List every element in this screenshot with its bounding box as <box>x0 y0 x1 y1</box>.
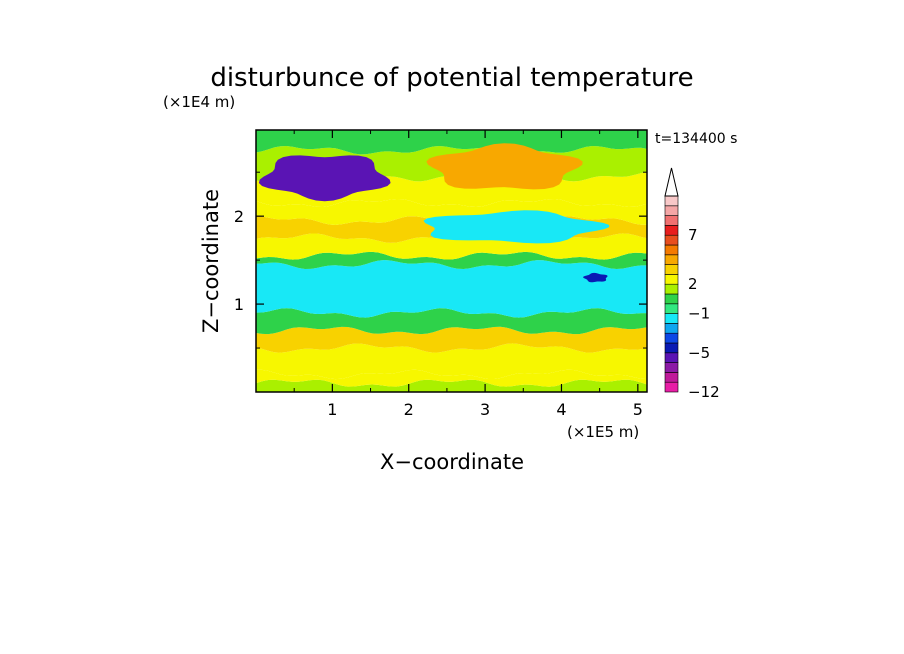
colorbar-extend-arrow <box>664 167 679 197</box>
colorbar-swatch <box>664 225 679 236</box>
time-label: t=134400 s <box>655 131 737 147</box>
y-tick-label: 1 <box>234 295 244 314</box>
field-band <box>256 369 647 387</box>
plot-frame <box>255 129 648 393</box>
field-band <box>256 130 647 155</box>
colorbar-label: 2 <box>688 275 698 293</box>
field-band <box>256 308 647 335</box>
colorbar-swatch <box>664 352 679 363</box>
field-feature <box>423 210 610 244</box>
colorbar-swatch <box>664 244 679 256</box>
x-tick-label: 4 <box>556 400 566 419</box>
colorbar-swatch <box>664 323 679 334</box>
x-tick-label: 3 <box>480 400 490 419</box>
colorbar-swatch <box>664 215 679 226</box>
field-band <box>256 343 647 380</box>
y-tick-label: 2 <box>234 207 244 226</box>
field-band <box>256 379 647 392</box>
chart-title: disturbunce of potential temperature <box>210 63 693 93</box>
field-feature <box>583 272 608 283</box>
colorbar-label: −5 <box>688 344 710 362</box>
colorbar-swatch <box>664 264 679 275</box>
colorbar-label: 7 <box>688 226 698 244</box>
x-axis: 1 2 3 4 5 <box>293 130 643 419</box>
field-band <box>256 233 647 260</box>
colorbar-swatch <box>664 254 679 265</box>
field-feature <box>258 155 391 202</box>
field-band <box>256 259 647 318</box>
y-axis-label: Z−coordinate <box>199 189 223 333</box>
colorbar-swatch <box>664 283 679 295</box>
colorbar-swatch <box>664 274 679 285</box>
field-feature <box>426 143 583 190</box>
field-band <box>256 251 647 270</box>
colorbar-swatch <box>664 332 679 344</box>
x-tick-label: 2 <box>404 400 414 419</box>
colorbar-label: −12 <box>688 383 720 401</box>
x-tick-label: 5 <box>633 400 643 419</box>
colorbar-swatch <box>664 372 679 383</box>
colorbar-swatch <box>664 234 679 246</box>
colorbar-swatch <box>664 362 679 373</box>
colorbar-swatch <box>664 313 679 324</box>
x-axis-label: X−coordinate <box>380 450 524 474</box>
colorbar-swatch <box>664 342 679 354</box>
colorbar: −12−5−127 <box>664 167 720 401</box>
x-multiplier-label: (×1E5 m) <box>567 423 639 441</box>
field-band <box>256 326 647 353</box>
y-multiplier-label: (×1E4 m) <box>163 93 235 111</box>
colorbar-swatch <box>664 303 679 314</box>
y-axis: 12 <box>234 171 647 349</box>
colorbar-swatch <box>664 381 679 393</box>
x-tick-label: 1 <box>327 400 337 419</box>
colorbar-swatch <box>664 205 679 216</box>
colorbar-swatch <box>664 293 679 305</box>
colorbar-label: −1 <box>688 305 710 323</box>
contour-field <box>256 130 647 392</box>
colorbar-swatch <box>664 195 679 207</box>
